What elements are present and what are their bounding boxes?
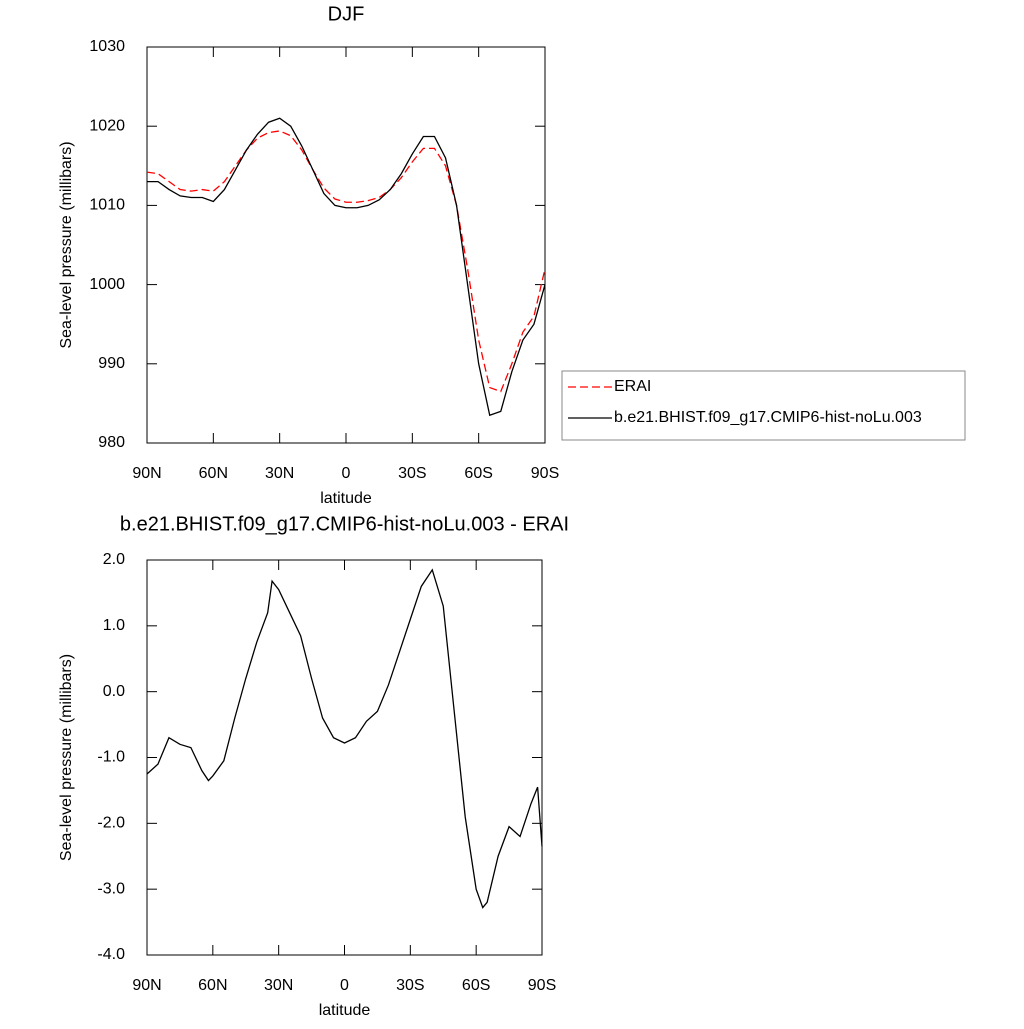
y-tick-label: 1030: [89, 38, 125, 55]
y-axis-label: Sea-level pressure (millibars): [58, 141, 75, 348]
y-tick-label: -2.0: [97, 815, 125, 832]
x-tick-label: 60S: [464, 465, 492, 482]
y-tick-label: 1000: [89, 276, 125, 293]
x-tick-label: 90S: [531, 465, 559, 482]
x-axis-label: latitude: [320, 490, 372, 507]
x-tick-label: 90N: [132, 465, 161, 482]
x-tick-label: 60S: [462, 977, 490, 994]
x-tick-label: 30S: [396, 977, 424, 994]
y-tick-label: 980: [98, 434, 125, 451]
x-axis-label: latitude: [319, 1002, 371, 1019]
x-tick-label: 30S: [398, 465, 426, 482]
legend-label: b.e21.BHIST.f09_g17.CMIP6-hist-noLu.003: [614, 409, 922, 426]
y-tick-label: -1.0: [97, 749, 125, 766]
x-tick-label: 0: [342, 465, 351, 482]
y-axis-label: Sea-level pressure (millibars): [58, 654, 75, 861]
y-tick-label: 2.0: [103, 551, 125, 568]
x-tick-label: 90N: [132, 977, 161, 994]
y-tick-label: -4.0: [97, 946, 125, 963]
y-tick-label: 990: [98, 355, 125, 372]
x-tick-label: 30N: [264, 977, 293, 994]
data-line: [146, 130, 546, 393]
x-tick-label: 60N: [198, 977, 227, 994]
chart-title: b.e21.BHIST.f09_g17.CMIP6-hist-noLu.003 …: [120, 513, 569, 535]
x-tick-label: 60N: [199, 465, 228, 482]
x-tick-label: 0: [340, 977, 349, 994]
data-line: [146, 568, 543, 909]
x-tick-label: 30N: [265, 465, 294, 482]
plot-frame: [146, 46, 546, 444]
x-tick-label: 90S: [528, 977, 556, 994]
y-tick-label: 1010: [89, 197, 125, 214]
y-tick-label: 1.0: [103, 617, 125, 634]
y-tick-label: 1020: [89, 117, 125, 134]
chart-title: DJF: [328, 3, 365, 25]
legend-label: ERAI: [614, 378, 651, 395]
y-tick-label: 0.0: [103, 683, 125, 700]
plot-frame: [146, 559, 543, 956]
y-tick-label: -3.0: [97, 880, 125, 897]
data-line: [147, 117, 546, 417]
legend-box: [561, 370, 966, 441]
